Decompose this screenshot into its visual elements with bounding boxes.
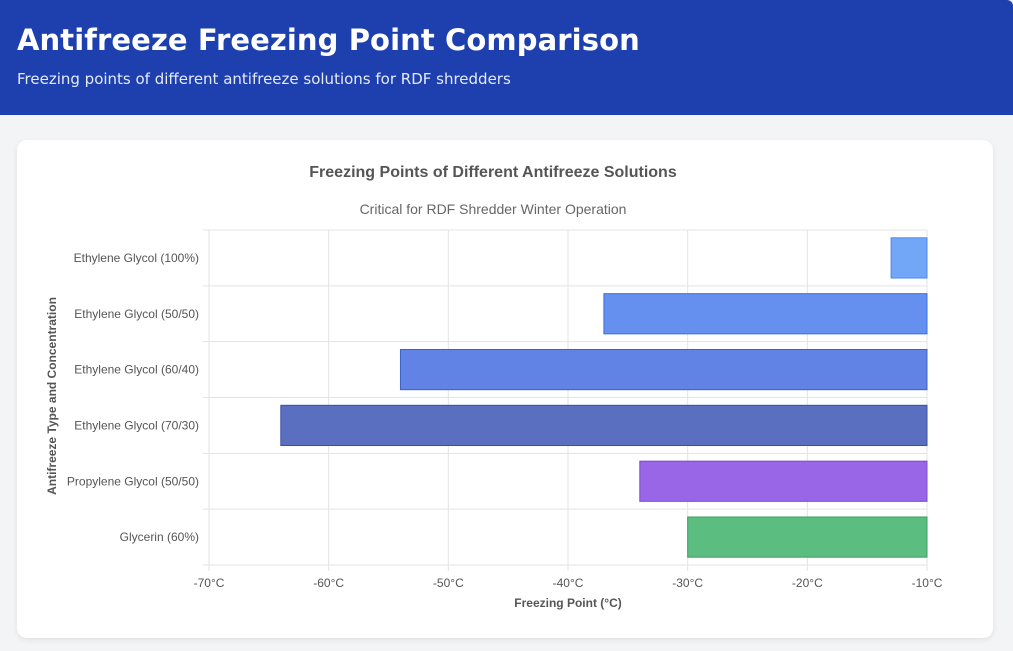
- chart-subtitle: Critical for RDF Shredder Winter Operati…: [360, 201, 627, 217]
- y-tick-label: Ethylene Glycol (50/50): [74, 307, 199, 321]
- bar[interactable]: [399, 348, 928, 391]
- x-axis-title: Freezing Point (°C): [514, 596, 621, 610]
- bar[interactable]: [687, 516, 928, 558]
- chart-bars: [280, 237, 928, 558]
- x-tick-label: -60°C: [313, 576, 344, 590]
- y-tick-label: Propylene Glycol (50/50): [67, 474, 199, 488]
- y-tick-label: Ethylene Glycol (60/40): [74, 363, 199, 377]
- x-axis-labels: -70°C -60°C -50°C -40°C -30°C -20°C -10°C: [194, 576, 943, 590]
- y-axis-labels: Ethylene Glycol (100%) Ethylene Glycol (5…: [67, 251, 199, 544]
- x-tick-label: -20°C: [792, 576, 823, 590]
- x-tick-label: -50°C: [433, 576, 464, 590]
- page-subtitle: Freezing points of different antifreeze …: [17, 70, 511, 88]
- x-tick-label: -10°C: [912, 576, 943, 590]
- x-tick-label: -70°C: [194, 576, 225, 590]
- x-tick-label: -40°C: [553, 576, 584, 590]
- bar[interactable]: [603, 293, 928, 335]
- chart-svg: Freezing Points of Different Antifreeze …: [45, 164, 943, 610]
- bar[interactable]: [890, 237, 928, 279]
- chart-grid: [203, 229, 928, 571]
- y-axis-title: Antifreeze Type and Concentration: [45, 297, 59, 495]
- y-tick-label: Ethylene Glycol (100%): [74, 251, 199, 265]
- chart-title: Freezing Points of Different Antifreeze …: [309, 164, 677, 181]
- bar[interactable]: [280, 404, 928, 447]
- chart-card: Freezing Points of Different Antifreeze …: [17, 140, 993, 638]
- bar[interactable]: [639, 460, 928, 502]
- page-header: Antifreeze Freezing Point Comparison Fre…: [0, 0, 1013, 115]
- x-tick-label: -30°C: [672, 576, 703, 590]
- y-tick-label: Ethylene Glycol (70/30): [74, 418, 199, 432]
- y-tick-label: Glycerin (60%): [120, 530, 199, 544]
- page-title: Antifreeze Freezing Point Comparison: [17, 23, 640, 57]
